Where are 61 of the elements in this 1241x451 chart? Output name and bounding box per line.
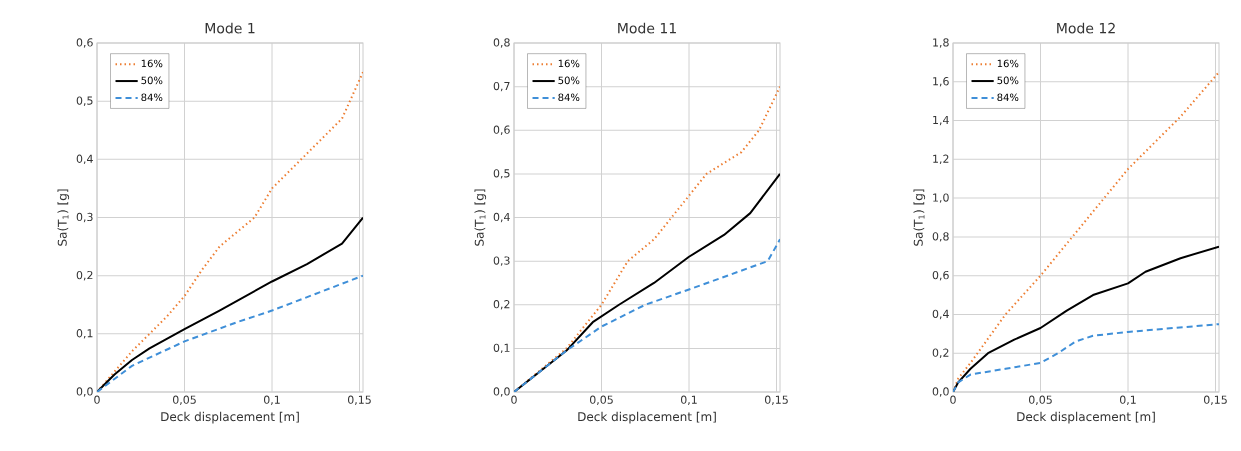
y-tick-label: 0,6 [932, 270, 949, 281]
x-tick-label: 0,1 [680, 395, 697, 405]
line-series [97, 216, 364, 392]
line-series [97, 274, 364, 392]
legend-label: 84% [141, 93, 163, 102]
x-axis-title: Deck displacement [m] [1017, 411, 1155, 424]
line-series [953, 323, 1220, 392]
y-tick-label: 0,6 [493, 125, 510, 135]
y-tick-label: 0,2 [932, 348, 949, 358]
x-axis-title: Deck displacement [m] [161, 411, 299, 424]
legend-label: 16% [141, 59, 163, 68]
legend-label: 50% [141, 76, 163, 85]
line-series [514, 172, 781, 392]
x-tick-label: 0,05 [1028, 395, 1052, 405]
y-tick-label: 0,3 [76, 212, 93, 223]
x-tick-label: 0 [950, 395, 956, 404]
y-tick-label: 0,4 [76, 154, 93, 165]
y-tick-label: 0,0 [932, 387, 949, 397]
y-tick-label: 0,5 [493, 169, 510, 179]
y-tick-label: 0,0 [493, 387, 510, 397]
x-tick-label: 0,05 [589, 395, 613, 405]
y-tick-label: 0,2 [493, 300, 510, 310]
y-axis-title: Sa(T$_{1}$) [g] [474, 189, 487, 246]
y-tick-label: 0,4 [932, 309, 949, 320]
y-tick-label: 1,4 [933, 115, 949, 126]
x-tick-label: 0 [94, 395, 100, 404]
y-tick-label: 0,6 [76, 38, 93, 48]
x-tick-label: 0,15 [1203, 395, 1227, 405]
x-tick-label: 0 [511, 395, 517, 404]
legend-label: 50% [997, 76, 1019, 85]
y-tick-label: 0,8 [932, 232, 949, 242]
legend-label: 84% [997, 93, 1019, 102]
x-tick-label: 0,15 [764, 395, 788, 405]
x-tick-label: 0,1 [263, 395, 280, 405]
chart-title: Mode 12 [1057, 22, 1115, 34]
y-tick-label: 0,4 [493, 212, 510, 223]
y-tick-label: 1,0 [933, 193, 949, 203]
x-axis-title: Deck displacement [m] [578, 411, 716, 424]
x-tick-label: 0,1 [1119, 395, 1136, 405]
legend-label: 16% [558, 59, 580, 68]
y-tick-label: 1,2 [933, 154, 949, 165]
y-tick-label: 0,2 [76, 270, 93, 281]
legend-label: 50% [558, 76, 580, 85]
y-tick-label: 0,5 [76, 96, 93, 106]
line-series [514, 238, 781, 392]
x-tick-label: 0,15 [347, 395, 371, 405]
y-axis-title: Sa(T$_{1}$) [g] [57, 189, 70, 246]
legend-label: 84% [558, 93, 580, 102]
y-tick-label: 1,6 [933, 77, 949, 87]
y-tick-label: 0,1 [493, 343, 510, 354]
y-tick-label: 0,0 [76, 387, 93, 397]
y-tick-label: 0,1 [76, 329, 93, 339]
chart-title: Mode 11 [618, 22, 676, 34]
y-tick-label: 1,8 [933, 38, 949, 48]
legend-label: 16% [997, 59, 1019, 68]
chart-title: Mode 1 [205, 22, 255, 34]
y-tick-label: 0,8 [493, 38, 510, 48]
y-tick-label: 0,7 [493, 81, 510, 92]
y-tick-label: 0,3 [493, 256, 510, 266]
x-tick-label: 0,05 [172, 395, 196, 405]
y-axis-title: Sa(T$_{1}$) [g] [913, 189, 926, 246]
